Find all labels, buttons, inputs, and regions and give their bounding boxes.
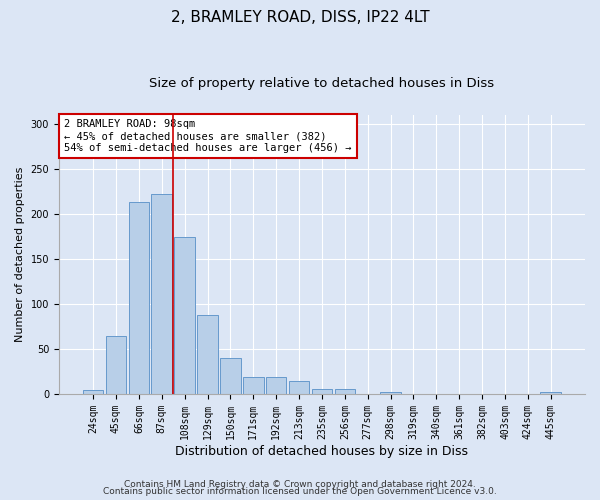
Bar (128, 202, 149, 394)
Bar (83, 390, 103, 394)
Bar (106, 336, 126, 394)
Bar (311, 390, 332, 394)
Text: 2, BRAMLEY ROAD, DISS, IP22 4LT: 2, BRAMLEY ROAD, DISS, IP22 4LT (170, 10, 430, 25)
Text: Contains HM Land Registry data © Crown copyright and database right 2024.: Contains HM Land Registry data © Crown c… (124, 480, 476, 489)
Bar (175, 236, 195, 394)
Bar (380, 392, 401, 394)
Bar (289, 382, 310, 394)
Y-axis label: Number of detached properties: Number of detached properties (15, 167, 25, 342)
Text: Contains public sector information licensed under the Open Government Licence v3: Contains public sector information licen… (103, 487, 497, 496)
Bar (266, 377, 286, 394)
Text: 2 BRAMLEY ROAD: 98sqm
← 45% of detached houses are smaller (382)
54% of semi-det: 2 BRAMLEY ROAD: 98sqm ← 45% of detached … (64, 120, 352, 152)
Bar (541, 392, 561, 394)
Bar (335, 390, 355, 394)
Bar (220, 358, 241, 394)
Bar (151, 194, 172, 394)
Bar (243, 377, 263, 394)
Title: Size of property relative to detached houses in Diss: Size of property relative to detached ho… (149, 78, 494, 90)
Bar (197, 315, 218, 394)
X-axis label: Distribution of detached houses by size in Diss: Distribution of detached houses by size … (175, 444, 469, 458)
